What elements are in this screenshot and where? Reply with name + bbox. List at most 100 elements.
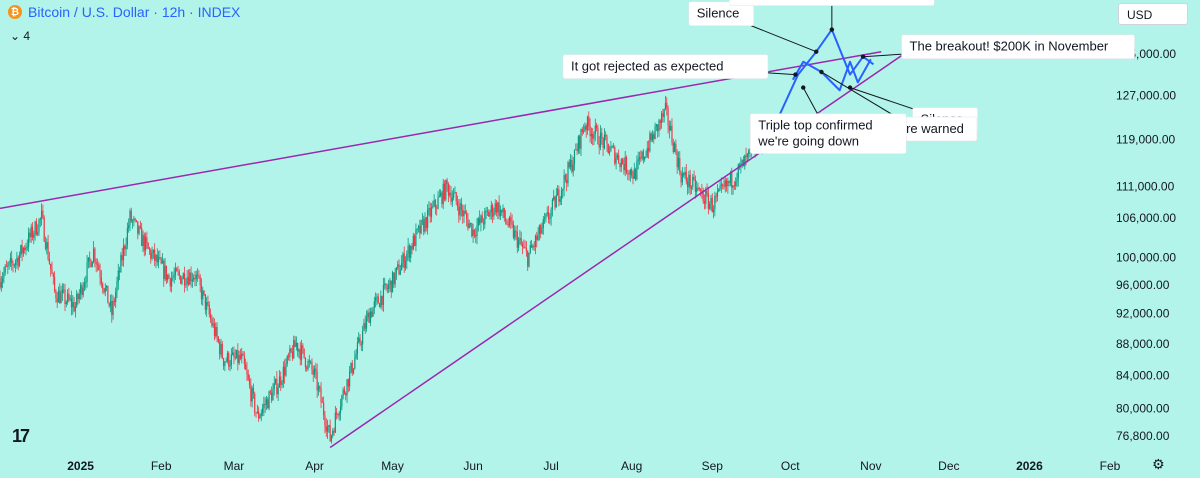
candle [325, 418, 327, 437]
candle-body [363, 323, 365, 332]
candle [232, 346, 234, 356]
candle [241, 347, 243, 364]
candle [594, 118, 596, 142]
chevron-down-icon[interactable]: ⌄ [10, 29, 21, 43]
indicator-count: 4 [23, 29, 31, 43]
candle [260, 409, 262, 422]
candle [367, 309, 369, 322]
candle-body [633, 168, 635, 179]
candle [85, 275, 87, 290]
candle [315, 362, 317, 380]
candle-body [432, 205, 434, 208]
candle-body [449, 192, 451, 196]
candle [66, 289, 69, 305]
candle-body [434, 200, 437, 208]
candle [207, 295, 209, 307]
candle-body [586, 116, 589, 130]
candle [3, 267, 5, 284]
candle-body [447, 183, 450, 196]
candle-body [284, 366, 286, 376]
annotation[interactable]: Silence [688, 1, 819, 54]
candle [416, 228, 418, 235]
candle [128, 218, 130, 233]
candle [118, 266, 121, 280]
annotation[interactable]: Bull run confirmed! Higher! [729, 0, 935, 32]
candle [577, 135, 579, 154]
candle [445, 179, 447, 202]
candle-body [623, 163, 625, 171]
candle-body [744, 155, 746, 167]
candle-body [569, 160, 572, 168]
currency-selector[interactable]: USD [1118, 3, 1188, 25]
candle-body [358, 337, 360, 343]
candle [354, 350, 356, 370]
candle-body [590, 133, 592, 137]
chart-title: ₿ Bitcoin / U.S. Dollar · 12h · INDEX [8, 4, 240, 20]
candle [660, 110, 663, 129]
candle [686, 177, 689, 195]
candle [677, 151, 680, 171]
candle [95, 258, 97, 273]
candle-body [144, 237, 147, 251]
candle [690, 185, 693, 195]
candle-body [423, 219, 425, 232]
candle [60, 285, 62, 304]
candle [155, 254, 157, 269]
candle [538, 224, 541, 241]
candle-body [365, 317, 368, 329]
trendline-lower[interactable] [329, 51, 908, 449]
gear-icon[interactable]: ⚙ [1152, 456, 1165, 472]
candle-body [462, 209, 464, 217]
candle-body [118, 270, 121, 273]
candle-body [222, 358, 225, 366]
candle-body [213, 323, 216, 336]
candle [46, 238, 48, 255]
candle [195, 270, 197, 287]
candle-body [232, 352, 234, 355]
candle-body [189, 272, 191, 285]
indicator-toggle[interactable]: ⌄ 4 [10, 29, 30, 43]
projection-path-2[interactable] [791, 58, 872, 92]
candle-body [333, 430, 335, 433]
candle [312, 365, 314, 382]
candle [103, 287, 105, 295]
candle-body [12, 263, 14, 266]
candle [685, 164, 687, 185]
candle [453, 188, 455, 201]
candle-body [204, 294, 206, 310]
candle-body [298, 349, 300, 352]
candle [7, 261, 9, 275]
candle [48, 251, 50, 265]
candle [330, 434, 333, 444]
candle-body [442, 183, 444, 205]
candle-body [642, 151, 644, 160]
candle-body [454, 192, 456, 194]
candle-body [217, 337, 219, 342]
annotation-anchor [860, 54, 866, 59]
candle [482, 218, 485, 231]
candle-body [429, 207, 431, 217]
candle [338, 410, 340, 421]
candle-body [689, 174, 691, 189]
candle-body [65, 302, 67, 304]
candle [360, 340, 362, 351]
candle [342, 387, 344, 400]
candle [510, 212, 512, 230]
candle-body [268, 391, 270, 409]
candle-body [215, 326, 217, 336]
candle [576, 143, 578, 156]
candle-body [694, 179, 696, 192]
candle-body [567, 162, 569, 184]
candle [349, 365, 351, 392]
candle-body [138, 226, 140, 234]
candle-body [391, 272, 394, 293]
candle [420, 219, 422, 235]
candle [399, 265, 401, 276]
annotation[interactable]: It got rejected as expected [562, 54, 798, 79]
candle-body [420, 220, 422, 234]
annotation[interactable]: The breakout! $200K in November [860, 34, 1135, 59]
candle-body [111, 301, 113, 315]
